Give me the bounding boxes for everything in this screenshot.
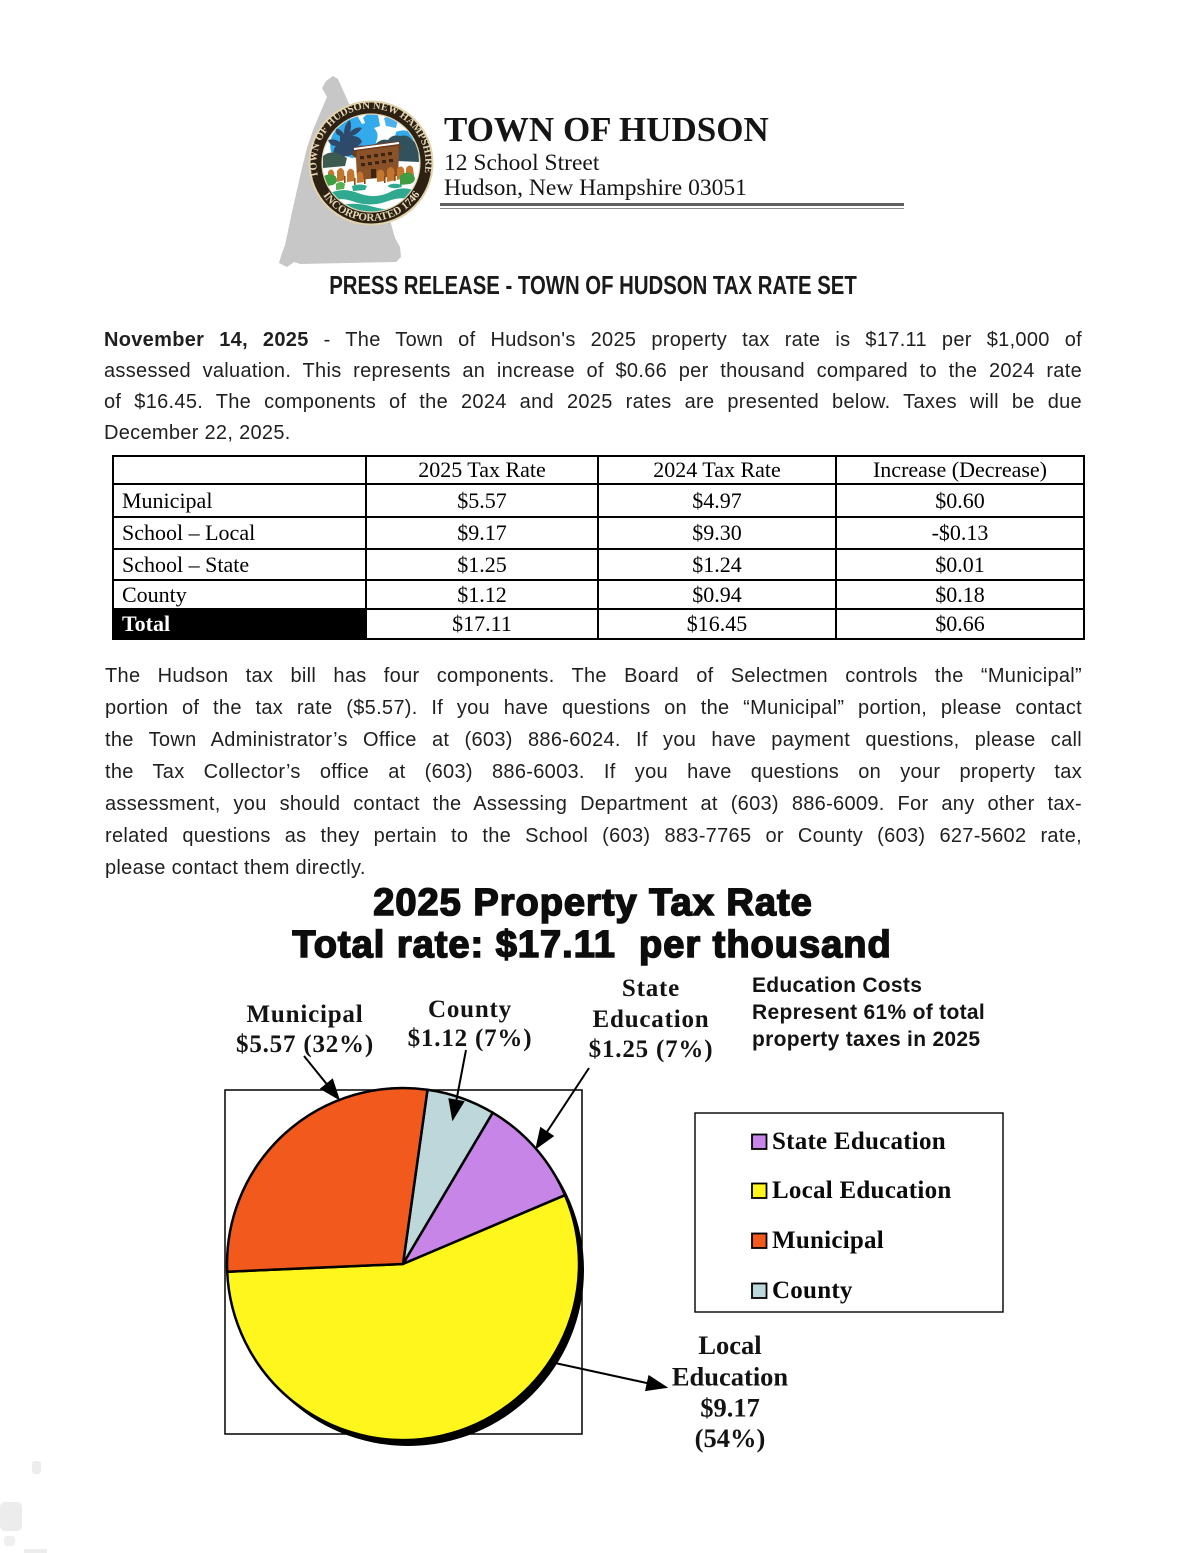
svg-text:property taxes in 2025: property taxes in 2025 [752, 1028, 980, 1051]
svg-text:Local: Local [698, 1330, 761, 1360]
svg-text:Local Education: Local Education [772, 1177, 951, 1204]
svg-text:$5.57 (32%): $5.57 (32%) [236, 1031, 374, 1058]
svg-text:Education: Education [672, 1362, 789, 1392]
svg-text:Represent 61% of total: Represent 61% of total [752, 1001, 985, 1024]
svg-text:County: County [772, 1277, 853, 1304]
svg-text:Education: Education [593, 1006, 710, 1033]
svg-text:Municipal: Municipal [247, 1001, 364, 1028]
svg-text:State: State [622, 975, 680, 1002]
svg-text:$1.25 (7%): $1.25 (7%) [589, 1036, 714, 1063]
svg-text:$1.12 (7%): $1.12 (7%) [408, 1025, 533, 1052]
svg-text:Total rate: $17.11 per thousa: Total rate: $17.11 per thousand [292, 924, 891, 966]
svg-text:State Education: State Education [772, 1128, 946, 1155]
svg-text:Municipal: Municipal [772, 1227, 884, 1254]
svg-text:County: County [428, 996, 512, 1023]
svg-text:$9.17: $9.17 [700, 1393, 760, 1423]
svg-text:(54%): (54%) [695, 1423, 766, 1453]
svg-text:2025 Property Tax Rate: 2025 Property Tax Rate [373, 882, 813, 924]
svg-text:Education Costs: Education Costs [752, 974, 922, 997]
